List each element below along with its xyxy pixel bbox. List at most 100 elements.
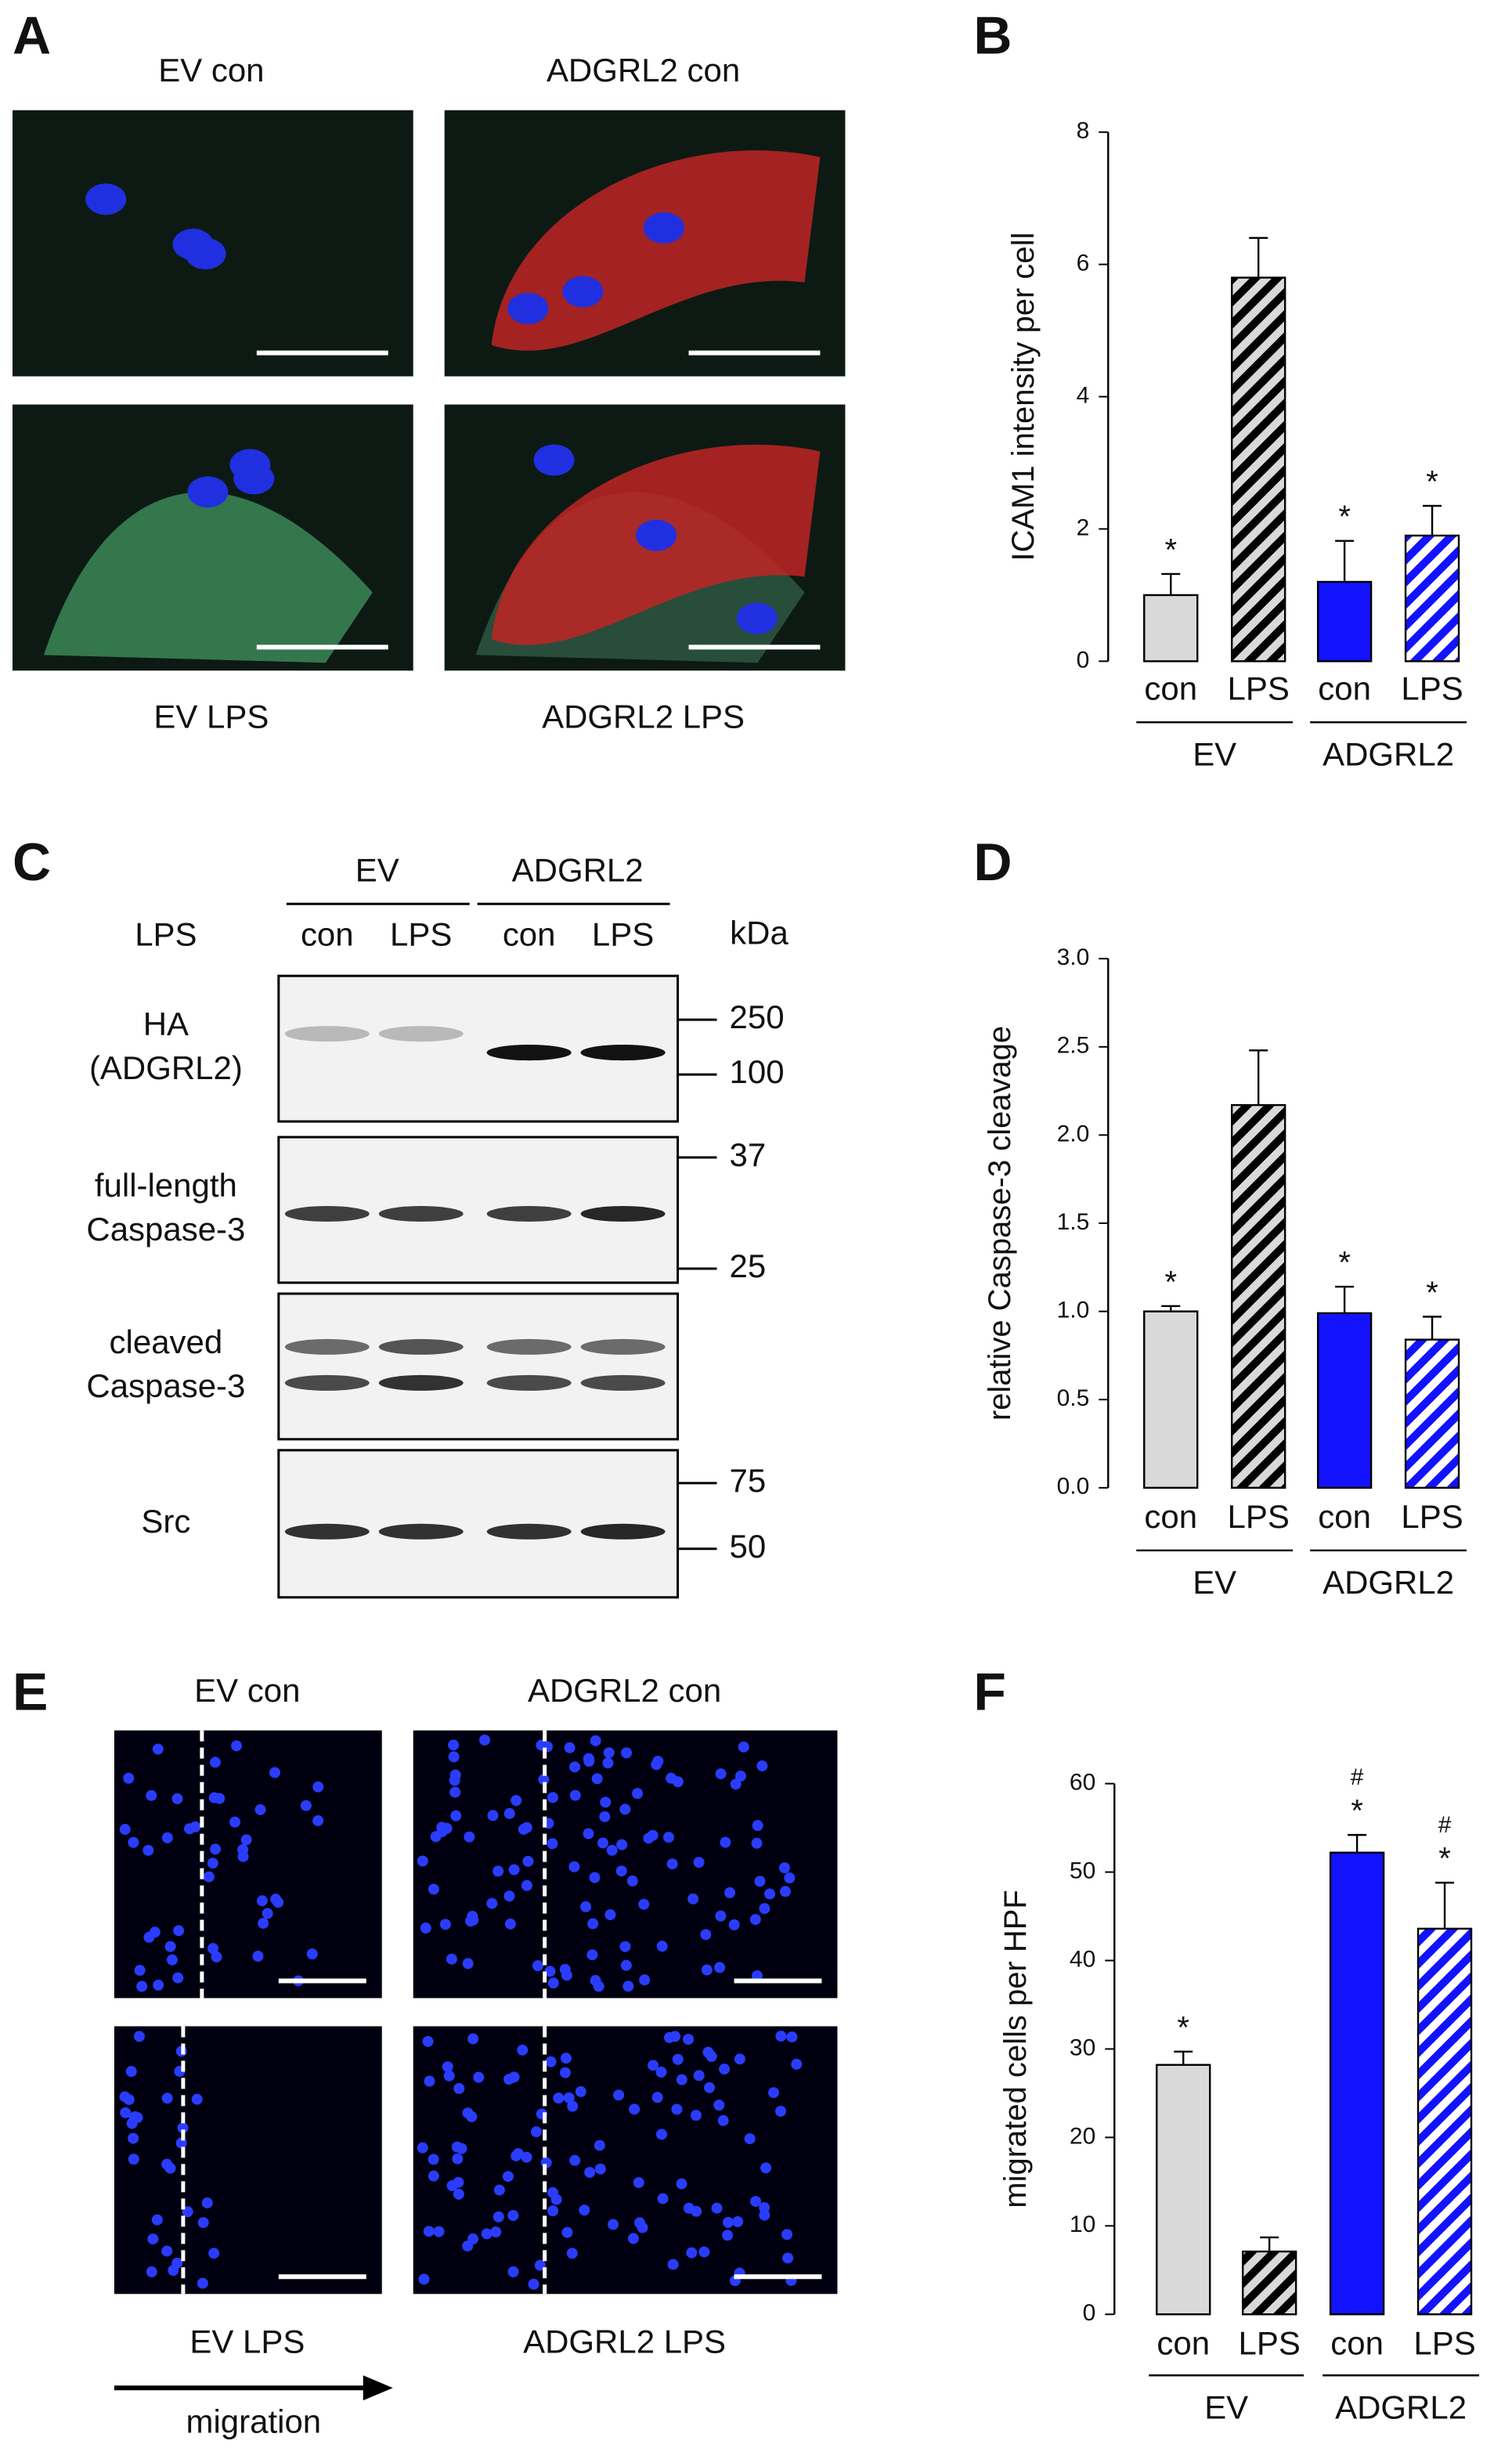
nucleus: [590, 1735, 601, 1746]
nucleus: [143, 1931, 155, 1943]
band: [580, 1045, 666, 1061]
nucleus: [579, 2204, 590, 2216]
significance-mark: *: [1338, 1246, 1351, 1280]
nucleus: [453, 2082, 465, 2094]
blot-label: Src: [141, 1503, 190, 1540]
nucleus: [507, 2266, 519, 2277]
nucleus: [724, 1887, 736, 1898]
band: [378, 1206, 464, 1222]
band: [378, 1338, 464, 1355]
nucleus: [544, 1966, 556, 1977]
nucleus: [119, 1824, 131, 1836]
x-tick-label: con: [1157, 2324, 1210, 2361]
y-tick-label: 2.5: [1057, 1033, 1090, 1059]
nucleus: [231, 1740, 243, 1752]
nucleus: [672, 1776, 684, 1788]
marker-label: 100: [730, 1053, 785, 1090]
nucleus: [638, 1898, 650, 1910]
nucleus: [262, 1908, 273, 1919]
y-tick-label: 3.0: [1057, 944, 1090, 970]
nucleus: [487, 1810, 499, 1822]
nucleus: [560, 2053, 572, 2064]
y-tick-label: 2: [1077, 515, 1090, 540]
nucleus: [751, 1837, 763, 1849]
nucleus: [691, 2205, 702, 2217]
nucleus: [559, 1963, 571, 1975]
x-tick-label: LPS: [1238, 2324, 1300, 2361]
nucleus: [207, 1943, 218, 1955]
nucleus: [152, 1743, 164, 1755]
nucleus: [233, 463, 275, 495]
y-tick-label: 20: [1070, 2123, 1095, 2149]
nucleus: [575, 2085, 586, 2097]
nucleus: [146, 2266, 157, 2278]
group-label: EV: [1204, 2388, 1248, 2425]
x-tick-label: LPS: [1401, 670, 1463, 706]
x-tick-label: LPS: [1401, 1498, 1463, 1535]
nucleus: [530, 2126, 542, 2138]
nucleus: [714, 1962, 726, 1973]
nucleus: [683, 2034, 695, 2045]
band: [284, 1338, 370, 1355]
nucleus: [722, 2216, 734, 2228]
nucleus: [153, 1979, 164, 1991]
nucleus: [719, 2063, 731, 2075]
nucleus: [452, 2153, 464, 2165]
y-tick-label: 4: [1077, 382, 1090, 408]
nucleus: [151, 2214, 163, 2226]
nucleus: [147, 2233, 159, 2245]
nucleus: [229, 1816, 241, 1828]
nucleus: [123, 2094, 135, 2106]
nucleus: [583, 1756, 595, 1767]
nucleus: [173, 1925, 185, 1937]
nucleus: [594, 2139, 605, 2151]
image-label: ADGRL2 con: [547, 52, 740, 88]
nucleus: [493, 1865, 504, 1877]
nucleus: [626, 1875, 638, 1887]
hash-mark: #: [1438, 1812, 1452, 1838]
nucleus: [620, 1959, 632, 1971]
nucleus: [128, 1836, 139, 1848]
nucleus: [128, 2132, 139, 2144]
nucleus: [240, 1834, 252, 1846]
panel-label: F: [973, 1663, 1006, 1722]
nucleus: [511, 2150, 522, 2161]
cell-stain: [43, 492, 373, 663]
nucleus: [430, 1831, 442, 1843]
nucleus: [759, 1903, 770, 1915]
nucleus: [187, 476, 229, 508]
panel-label: E: [13, 1663, 48, 1722]
nucleus: [563, 2092, 575, 2103]
nucleus: [423, 2226, 435, 2237]
nucleus: [451, 2141, 463, 2153]
nucleus: [591, 1773, 603, 1785]
nucleus: [656, 1941, 668, 1952]
nucleus: [479, 1734, 491, 1746]
marker-label: 50: [730, 1528, 767, 1565]
nucleus: [166, 1954, 178, 1966]
nucleus: [566, 2248, 578, 2259]
nucleus: [428, 2170, 439, 2182]
nucleus: [621, 1747, 633, 1759]
nucleus: [589, 1872, 601, 1883]
nucleus: [584, 2167, 596, 2179]
image-label: EV LPS: [153, 698, 269, 735]
nucleus: [648, 2060, 659, 2071]
nucleus: [633, 2177, 644, 2189]
nucleus: [503, 1890, 515, 1902]
x-tick-label: con: [1318, 1498, 1371, 1535]
nucleus: [252, 1951, 264, 1962]
nucleus: [562, 276, 604, 308]
x-tick-label: con: [1318, 670, 1371, 706]
nucleus: [667, 2258, 679, 2270]
nucleus: [203, 1871, 215, 1883]
nucleus: [701, 1964, 713, 1976]
lane-label: con: [301, 915, 354, 952]
nucleus: [693, 2070, 705, 2082]
y-tick-label: 30: [1070, 2035, 1095, 2060]
nucleus: [775, 2105, 787, 2117]
nucleus: [462, 1958, 474, 1970]
group-label: ADGRL2: [1323, 735, 1454, 772]
arrow-label: migration: [186, 2403, 322, 2439]
nucleus: [417, 2142, 428, 2154]
